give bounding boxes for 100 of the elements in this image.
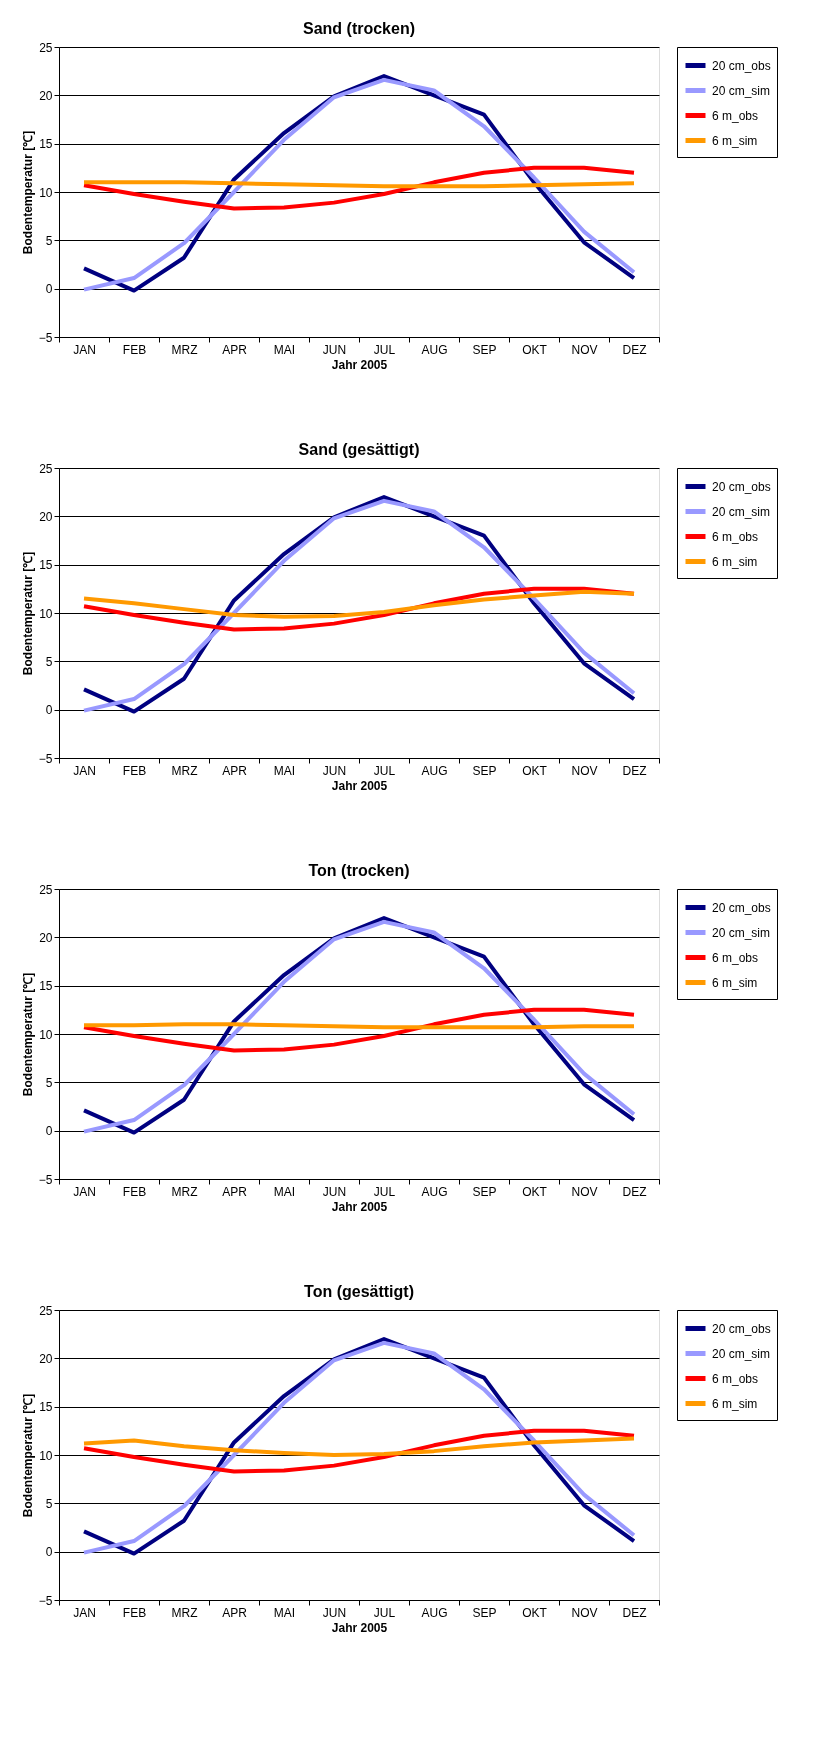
x-axis-title: Jahr 2005 <box>331 1199 388 1214</box>
y-tick-label: 20 <box>39 88 53 103</box>
x-tick-label: JUN <box>322 1605 347 1620</box>
x-tick-label: MAI <box>273 763 296 778</box>
x-tick-label: AUG <box>421 1605 448 1620</box>
legend-label: 6 m_obs <box>712 108 759 123</box>
x-tick-label: NOV <box>571 763 598 778</box>
legend-label: 6 m_sim <box>712 554 758 569</box>
x-axis-title: Jahr 2005 <box>331 778 388 793</box>
y-tick-label: 15 <box>39 137 53 152</box>
y-tick-label: 15 <box>39 558 53 573</box>
y-tick-label: 10 <box>39 1448 53 1463</box>
x-tick-label: JUN <box>322 1184 347 1199</box>
x-tick-label: AUG <box>421 763 448 778</box>
line-series <box>82 1007 636 1053</box>
x-tick-label: MRZ <box>171 1605 198 1620</box>
y-axis-title: Bodentemperatur [℃] <box>20 130 35 255</box>
legend-label: 20 cm_obs <box>712 900 771 915</box>
y-tick-label: 5 <box>45 1496 53 1511</box>
legend-label: 20 cm_sim <box>712 504 771 519</box>
chart-title: Sand (trocken) <box>302 20 416 37</box>
x-tick-label: MRZ <box>171 763 198 778</box>
chart-title: Sand (gesättigt) <box>298 441 420 458</box>
x-tick-label: SEP <box>472 1184 497 1199</box>
legend-label: 20 cm_sim <box>712 925 771 940</box>
legend-label: 6 m_obs <box>712 1371 759 1386</box>
x-tick-label: JUL <box>373 1605 396 1620</box>
y-axis-title: Bodentemperatur [℃] <box>20 551 35 676</box>
x-tick-label: OKT <box>522 763 548 778</box>
y-tick-label: 0 <box>45 703 53 718</box>
x-tick-label: OKT <box>522 1605 548 1620</box>
x-tick-label: OKT <box>522 1184 548 1199</box>
x-tick-label: OKT <box>522 342 548 357</box>
legend-label: 6 m_obs <box>712 529 759 544</box>
x-tick-label: SEP <box>472 763 497 778</box>
x-tick-label: JAN <box>73 1184 96 1199</box>
x-tick-label: JAN <box>73 342 96 357</box>
y-tick-label: −5 <box>38 1172 53 1187</box>
x-tick-label: NOV <box>571 1605 598 1620</box>
x-tick-label: JAN <box>73 1605 96 1620</box>
y-tick-label: 25 <box>39 1303 53 1318</box>
x-tick-label: SEP <box>472 1605 497 1620</box>
y-axis-title: Bodentemperatur [℃] <box>20 1393 35 1518</box>
x-tick-label: JUN <box>322 763 347 778</box>
x-tick-label: SEP <box>472 342 497 357</box>
y-tick-label: 5 <box>45 1075 53 1090</box>
x-tick-label: JUL <box>373 1184 396 1199</box>
y-tick-label: 20 <box>39 930 53 945</box>
x-tick-label: FEB <box>122 763 147 778</box>
x-tick-label: APR <box>222 1605 248 1620</box>
x-axis-title: Jahr 2005 <box>331 357 388 372</box>
x-tick-label: JAN <box>73 763 96 778</box>
x-tick-label: FEB <box>122 1184 147 1199</box>
chart-title: Ton (trocken) <box>308 862 410 879</box>
y-tick-label: 10 <box>39 185 53 200</box>
x-tick-label: JUL <box>373 763 396 778</box>
x-tick-label: DEZ <box>622 1605 647 1620</box>
legend-label: 20 cm_sim <box>712 83 771 98</box>
legend-label: 20 cm_obs <box>712 479 771 494</box>
y-tick-label: 20 <box>39 509 53 524</box>
y-axis-title: Bodentemperatur [℃] <box>20 972 35 1097</box>
legend-label: 6 m_sim <box>712 975 758 990</box>
x-tick-label: JUL <box>373 342 396 357</box>
y-tick-label: 15 <box>39 1400 53 1415</box>
y-tick-label: −5 <box>38 1593 53 1608</box>
x-tick-label: NOV <box>571 1184 598 1199</box>
y-tick-label: 0 <box>45 282 53 297</box>
legend-label: 6 m_sim <box>712 133 758 148</box>
x-tick-label: APR <box>222 1184 248 1199</box>
legend-label: 20 cm_sim <box>712 1346 771 1361</box>
x-tick-label: AUG <box>421 342 448 357</box>
x-tick-label: MAI <box>273 1605 296 1620</box>
line-series <box>82 1428 636 1474</box>
y-tick-label: 15 <box>39 979 53 994</box>
x-axis-title: Jahr 2005 <box>331 1620 388 1635</box>
line-series <box>82 589 636 619</box>
y-tick-label: 25 <box>39 461 53 476</box>
x-tick-label: MRZ <box>171 342 198 357</box>
line-series <box>82 1436 636 1457</box>
x-tick-label: DEZ <box>622 342 647 357</box>
legend-label: 20 cm_obs <box>712 1321 771 1336</box>
x-tick-label: FEB <box>122 1605 147 1620</box>
x-tick-label: MAI <box>273 342 296 357</box>
legend-label: 6 m_obs <box>712 950 759 965</box>
y-tick-label: 25 <box>39 40 53 55</box>
y-tick-label: 0 <box>45 1545 53 1560</box>
y-tick-label: 10 <box>39 606 53 621</box>
legend-label: 20 cm_obs <box>712 58 771 73</box>
x-tick-label: DEZ <box>622 763 647 778</box>
y-tick-label: 5 <box>45 233 53 248</box>
x-tick-label: APR <box>222 342 248 357</box>
legend-label: 6 m_sim <box>712 1396 758 1411</box>
y-tick-label: −5 <box>38 751 53 766</box>
y-tick-label: −5 <box>38 330 53 345</box>
x-tick-label: MAI <box>273 1184 296 1199</box>
x-tick-label: APR <box>222 763 248 778</box>
y-tick-label: 5 <box>45 654 53 669</box>
y-tick-label: 0 <box>45 1124 53 1139</box>
y-tick-label: 25 <box>39 882 53 897</box>
x-tick-label: FEB <box>122 342 147 357</box>
